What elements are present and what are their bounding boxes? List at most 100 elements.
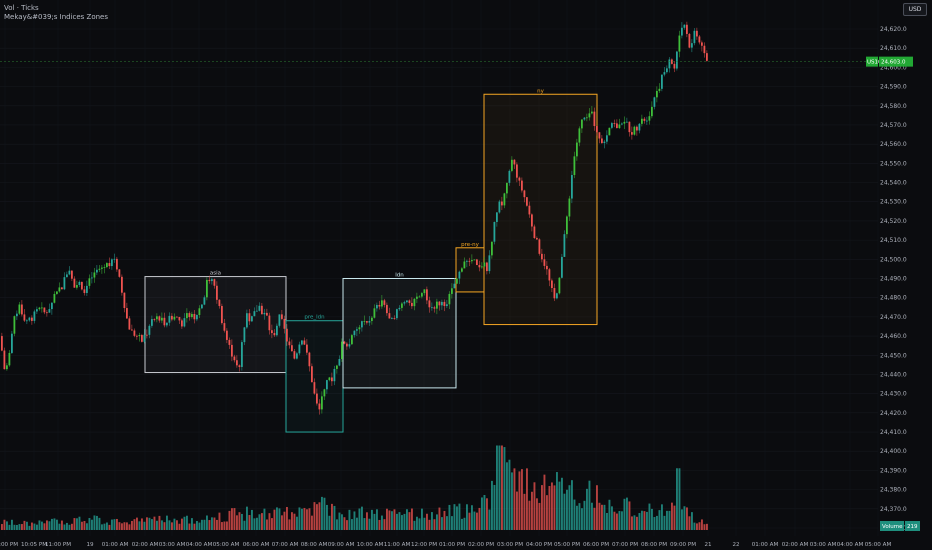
price-tick-label: 24,600.0 [880,64,907,71]
volume-bar [653,517,656,530]
candle-body [466,260,468,262]
chart-header-indicator: Mekay&#039;s Indices Zones [4,13,109,21]
volume-bar [428,519,431,530]
volume-bar [233,508,236,530]
volume-bar [313,502,316,530]
price-tick-label: 24,450.0 [880,352,907,359]
candle-body [618,124,621,129]
candle-body [456,278,458,284]
candle-body [503,193,506,206]
candle-body [578,128,581,143]
volume-bar [543,474,546,530]
candle-body [88,278,91,286]
candle-body [121,276,123,293]
candle-body [201,304,203,309]
candle-body [141,335,143,342]
volume-value-label: 219 [907,524,918,530]
candle-body [228,339,231,345]
volume-bar [351,519,353,530]
candle-body [368,320,371,323]
volume-bar [593,507,596,530]
candle-body [221,306,223,324]
candle-body [153,319,156,320]
candle-body [156,316,158,320]
candle-body [226,330,228,340]
volume-bar [58,523,61,530]
candle-body [548,269,551,281]
volume-bar [16,525,18,530]
volume-bar [616,513,618,530]
volume-bar [571,480,573,530]
volume-bar [458,503,461,530]
volume-bar [558,481,561,530]
candle-body [493,221,496,242]
volume-bar [553,485,556,530]
volume-bar [268,513,271,530]
time-tick-label: 07:00 PM [612,542,638,548]
candle-body [598,132,601,139]
candle-body [576,142,578,157]
candle-body [353,330,356,336]
candle-body [158,316,161,321]
volume-bar [608,499,611,530]
time-tick-label: 11:00 AM [384,542,411,548]
candle-body [408,300,411,303]
candle-body [321,396,323,410]
volume-bar [21,524,23,530]
volume-bar [416,516,418,530]
candle-body [668,59,671,69]
volume-bar [611,506,613,530]
candle-body [423,289,426,294]
candle-body [588,113,591,118]
candle-body [128,318,131,330]
time-tick-label: 10:00 PM [0,542,18,548]
candle-body [161,317,163,321]
candle-body [638,123,641,131]
volume-bar [121,523,123,530]
volume-bar [316,504,318,530]
candle-body [533,226,536,239]
volume-bar [516,491,518,530]
currency-button[interactable]: USD [903,3,927,16]
candle-body [606,135,608,142]
price-tick-label: 24,520.0 [880,218,907,225]
candle-body [601,138,603,144]
candle-body [358,327,361,330]
candle-body [168,315,171,323]
volume-bar [146,517,148,530]
volume-bar [338,512,341,530]
time-tick-label: 02:00 PM [468,542,494,548]
volume-bar [78,516,81,530]
candle-body [336,365,338,369]
volume-bar [591,502,593,530]
volume-bar [28,525,31,530]
candle-body [63,277,66,290]
volume-bar [383,519,386,530]
volume-bar [656,515,658,530]
candle-body [701,42,703,46]
candle-body [13,316,16,334]
volume-bar [366,512,368,530]
candle-body [436,301,438,309]
candle-body [663,72,666,75]
volume-bar [181,518,183,530]
volume-bar [466,504,468,530]
candle-body [328,377,331,381]
volume-bar [631,516,633,530]
time-tick-label: 08:00 AM [301,542,328,548]
price-tick-label: 24,480.0 [880,295,907,302]
volume-bar [363,518,366,530]
volume-bar [46,520,48,530]
last-price-label: 24,603.0 [881,60,906,66]
volume-bar [273,509,276,530]
volume-bar [173,518,176,530]
candle-body [658,88,661,91]
volume-bar [158,515,161,530]
volume-bar [68,524,71,530]
candle-body [546,265,548,270]
candle-body [126,308,128,319]
volume-bar [41,521,43,530]
price-tick-label: 24,500.0 [880,256,907,263]
